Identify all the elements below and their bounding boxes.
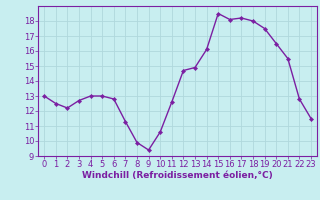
X-axis label: Windchill (Refroidissement éolien,°C): Windchill (Refroidissement éolien,°C) — [82, 171, 273, 180]
